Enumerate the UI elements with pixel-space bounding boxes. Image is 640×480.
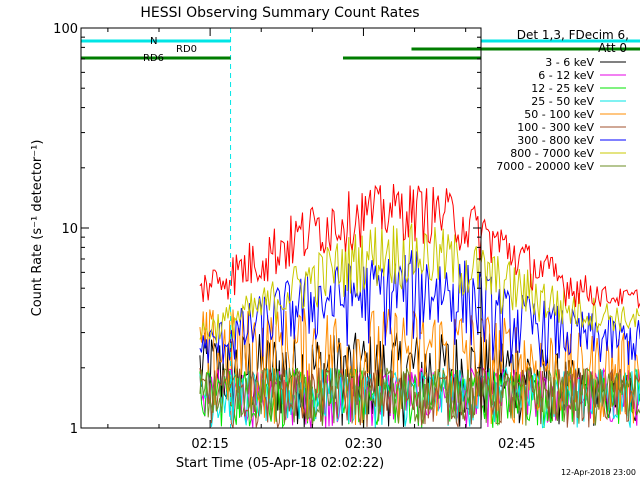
series-trace-6 xyxy=(199,250,640,368)
legend-subtitle: Att 0 xyxy=(598,41,627,55)
series-trace-7 xyxy=(199,223,640,344)
x-tick-label: 02:15 xyxy=(191,437,228,452)
legend-title: Det 1,3, FDecim 6, xyxy=(517,28,629,42)
legend-label: 3 - 6 keV xyxy=(545,56,594,69)
y-tick-label: 10 xyxy=(61,222,78,237)
state-label-rd6: RD6 xyxy=(143,53,164,64)
legend-label: 7000 - 20000 keV xyxy=(496,160,594,173)
x-tick-label: 02:30 xyxy=(345,437,382,452)
series-trace-8 xyxy=(199,366,640,428)
plot-area: N RD0 RD6 xyxy=(80,28,640,429)
series-trace-9 xyxy=(199,183,640,310)
legend-label: 100 - 300 keV xyxy=(517,121,594,134)
series-trace-5 xyxy=(199,367,640,428)
y-tick-label: 1 xyxy=(70,422,78,437)
x-tick-label: 02:45 xyxy=(498,437,535,452)
chart-title: HESSI Observing Summary Count Rates xyxy=(140,5,419,21)
legend-label: 12 - 25 keV xyxy=(531,82,594,95)
legend-label: 300 - 800 keV xyxy=(517,134,594,147)
x-axis-label: Start Time (05-Apr-18 02:02:22) xyxy=(176,456,384,471)
footer-date: 12-Apr-2018 23:00 xyxy=(561,468,636,477)
state-label-n: N xyxy=(150,36,157,47)
y-tick-label: 100 xyxy=(53,22,78,37)
state-label-rd0: RD0 xyxy=(176,44,197,55)
series-trace-2 xyxy=(199,367,640,429)
legend-label: 6 - 12 keV xyxy=(538,69,594,82)
legend-label: 50 - 100 keV xyxy=(524,108,594,121)
legend-label: 800 - 7000 keV xyxy=(510,147,594,160)
y-axis: 1 10 100 xyxy=(53,22,481,437)
legend-label: 25 - 50 keV xyxy=(531,95,594,108)
y-axis-label: Count Rate (s⁻¹ detector⁻¹) xyxy=(30,140,45,317)
